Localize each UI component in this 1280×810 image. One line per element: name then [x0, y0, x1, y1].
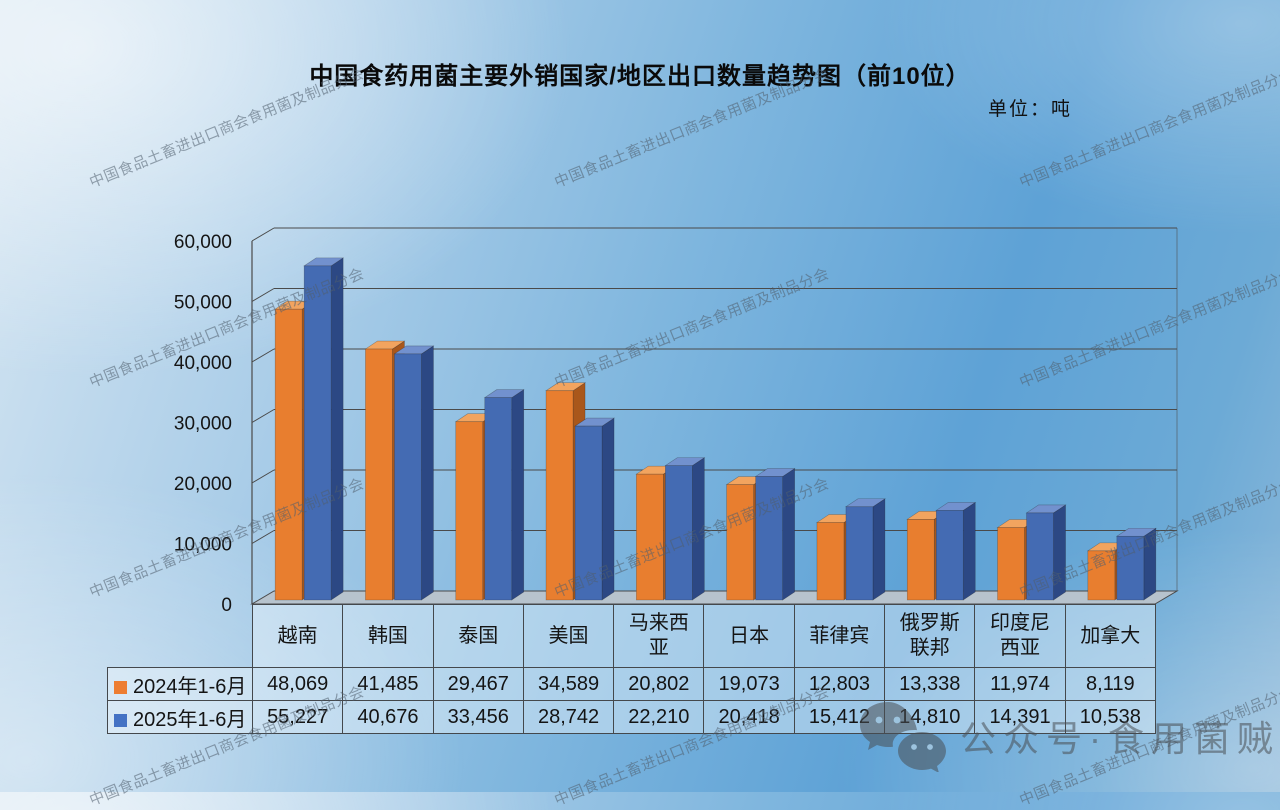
value-cell-2025年1-6月-韩国: 40,676 [342, 700, 434, 734]
bar-2025年1-6月-菲律宾 [845, 506, 874, 601]
value-cell-2025年1-6月-马来西亚: 22,210 [613, 700, 705, 734]
legend-cell-2025年1-6月: 2025年1-6月 [107, 700, 253, 734]
bar-2025年1-6月-越南-side [330, 257, 344, 601]
legend-swatch-icon [114, 680, 127, 694]
chart-title: 中国食药用菌主要外销国家/地区出口数量趋势图（前10位） [309, 63, 971, 90]
legend-label: 2024年1-6月 [133, 675, 247, 698]
value-cell-2025年1-6月-加拿大: 10,538 [1064, 700, 1156, 734]
bar-2025年1-6月-印度尼西亚-side [1053, 504, 1066, 601]
bar-2025年1-6月-韩国-side [421, 345, 434, 601]
bar-2025年1-6月-日本-side [782, 467, 795, 601]
y-tick-label: 50,000 [174, 293, 232, 314]
bar-2025年1-6月-泰国 [484, 397, 513, 601]
table-header-row: 越南 韩国 泰国 美国 马来西 亚日本 菲律宾 俄罗斯 联邦 印度尼 西亚 加拿大 [108, 604, 1156, 668]
bar-2025年1-6月-马来西亚 [665, 465, 693, 601]
table-row-2025年1-6月: 2025年1-6月 55,227 40,676 33,456 28,742 22,210 2… [107, 700, 1156, 734]
bar-2025年1-6月-菲律宾-side [872, 498, 886, 601]
category-header-加拿大: 加拿大 [1064, 604, 1156, 668]
category-header-马来西亚: 马来西 亚 [613, 604, 705, 668]
category-header-俄罗斯联邦: 俄罗斯 联邦 [884, 604, 976, 668]
bar-2024年1-6月-加拿大 [1087, 550, 1116, 601]
value-cell-2025年1-6月-美国: 28,742 [522, 700, 615, 734]
y-tick-label: 40,000 [174, 353, 232, 374]
bar-chart-3d-svg: 0 10,000 20,000 30,000 40,000 50,000 60,000 [174, 227, 1179, 616]
value-cell-2025年1-6月-俄罗斯联邦: 14,810 [884, 700, 976, 734]
bar-2025年1-6月-加拿大 [1116, 535, 1145, 601]
bar-2024年1-6月-日本 [726, 484, 754, 601]
bar-2025年1-6月-泰国-side [511, 389, 525, 601]
bar-2024年1-6月-菲律宾 [816, 522, 845, 601]
table-row-2024年1-6月: 2024年1-6月 48,069 41,485 29,467 34,589 20,802 1… [107, 667, 1156, 701]
bar-2025年1-6月-日本 [755, 476, 783, 601]
bar-2025年1-6月-印度尼西亚 [1026, 512, 1054, 601]
bar-2025年1-6月-加拿大-side [1143, 527, 1157, 601]
bar-2024年1-6月-印度尼西亚 [997, 527, 1025, 601]
value-cell-2024年1-6月-泰国: 29,467 [432, 667, 524, 701]
gridline-connector [251, 288, 275, 302]
gridline-connector [251, 469, 275, 484]
value-cell-2024年1-6月-美国: 34,589 [522, 667, 615, 701]
bar-2024年1-6月-美国 [545, 390, 574, 601]
chart-data-table: 越南 韩国 泰国 美国 马来西 亚日本 菲律宾 俄罗斯 联邦 印度尼 西亚 加拿大 2024年1-… [107, 604, 1156, 734]
value-cell-2024年1-6月-菲律宾: 12,803 [793, 667, 886, 701]
bar-2025年1-6月-俄罗斯联邦 [935, 510, 964, 601]
y-tick-label: 20,000 [174, 474, 232, 495]
value-cell-2024年1-6月-印度尼西亚: 11,974 [974, 667, 1066, 701]
category-header-菲律宾: 菲律宾 [793, 604, 886, 668]
bar-2025年1-6月-韩国 [394, 353, 422, 601]
y-tick-label: 30,000 [174, 414, 232, 435]
gridline-connector [251, 348, 275, 363]
bar-2024年1-6月-俄罗斯联邦 [906, 519, 935, 601]
y-tick-label: 0 [221, 595, 232, 616]
value-cell-2024年1-6月-加拿大: 8,119 [1064, 667, 1156, 701]
value-cell-2025年1-6月-越南: 55,227 [251, 700, 344, 734]
y-tick-label: 60,000 [174, 232, 232, 253]
y-tick-label: 10,000 [174, 535, 232, 556]
value-cell-2024年1-6月-日本: 19,073 [703, 667, 795, 701]
bar-2025年1-6月-马来西亚-side [692, 457, 705, 601]
category-header-泰国: 泰国 [432, 604, 524, 668]
value-cell-2025年1-6月-日本: 20,418 [703, 700, 795, 734]
legend-label: 2025年1-6月 [133, 708, 247, 731]
category-header-美国: 美国 [522, 604, 615, 668]
category-header-印度尼西亚: 印度尼 西亚 [974, 604, 1066, 668]
value-cell-2025年1-6月-印度尼西亚: 14,391 [974, 700, 1066, 734]
unit-label: 单位：吨 [988, 99, 1073, 120]
gridline-connector [251, 530, 275, 544]
gridline-connector [251, 409, 275, 423]
category-header-越南: 越南 [251, 604, 344, 668]
bar-2025年1-6月-美国-side [601, 417, 615, 601]
bar-2024年1-6月-马来西亚 [636, 473, 664, 601]
category-header-日本: 日本 [703, 604, 795, 668]
bar-2024年1-6月-韩国 [365, 348, 393, 601]
value-cell-2024年1-6月-俄罗斯联邦: 13,338 [884, 667, 976, 701]
value-cell-2025年1-6月-菲律宾: 15,412 [793, 700, 886, 734]
bar-chart-3d: 0 10,000 20,000 30,000 40,000 50,000 60,000 [174, 227, 1179, 616]
bar-2025年1-6月-越南 [303, 265, 332, 601]
legend-swatch-icon [114, 713, 127, 727]
bar-2025年1-6月-美国 [574, 425, 603, 601]
value-cell-2025年1-6月-泰国: 33,456 [432, 700, 524, 734]
value-cell-2024年1-6月-越南: 48,069 [251, 667, 344, 701]
value-cell-2024年1-6月-韩国: 41,485 [342, 667, 434, 701]
legend-cell-2024年1-6月: 2024年1-6月 [107, 667, 253, 701]
category-header-韩国: 韩国 [342, 604, 434, 668]
bar-2025年1-6月-俄罗斯联邦-side [962, 501, 976, 601]
gridline-connector [251, 227, 275, 242]
bar-2024年1-6月-泰国 [455, 421, 484, 601]
bar-2024年1-6月-越南 [274, 308, 303, 601]
value-cell-2024年1-6月-马来西亚: 20,802 [613, 667, 705, 701]
table-corner-cell [108, 605, 253, 668]
